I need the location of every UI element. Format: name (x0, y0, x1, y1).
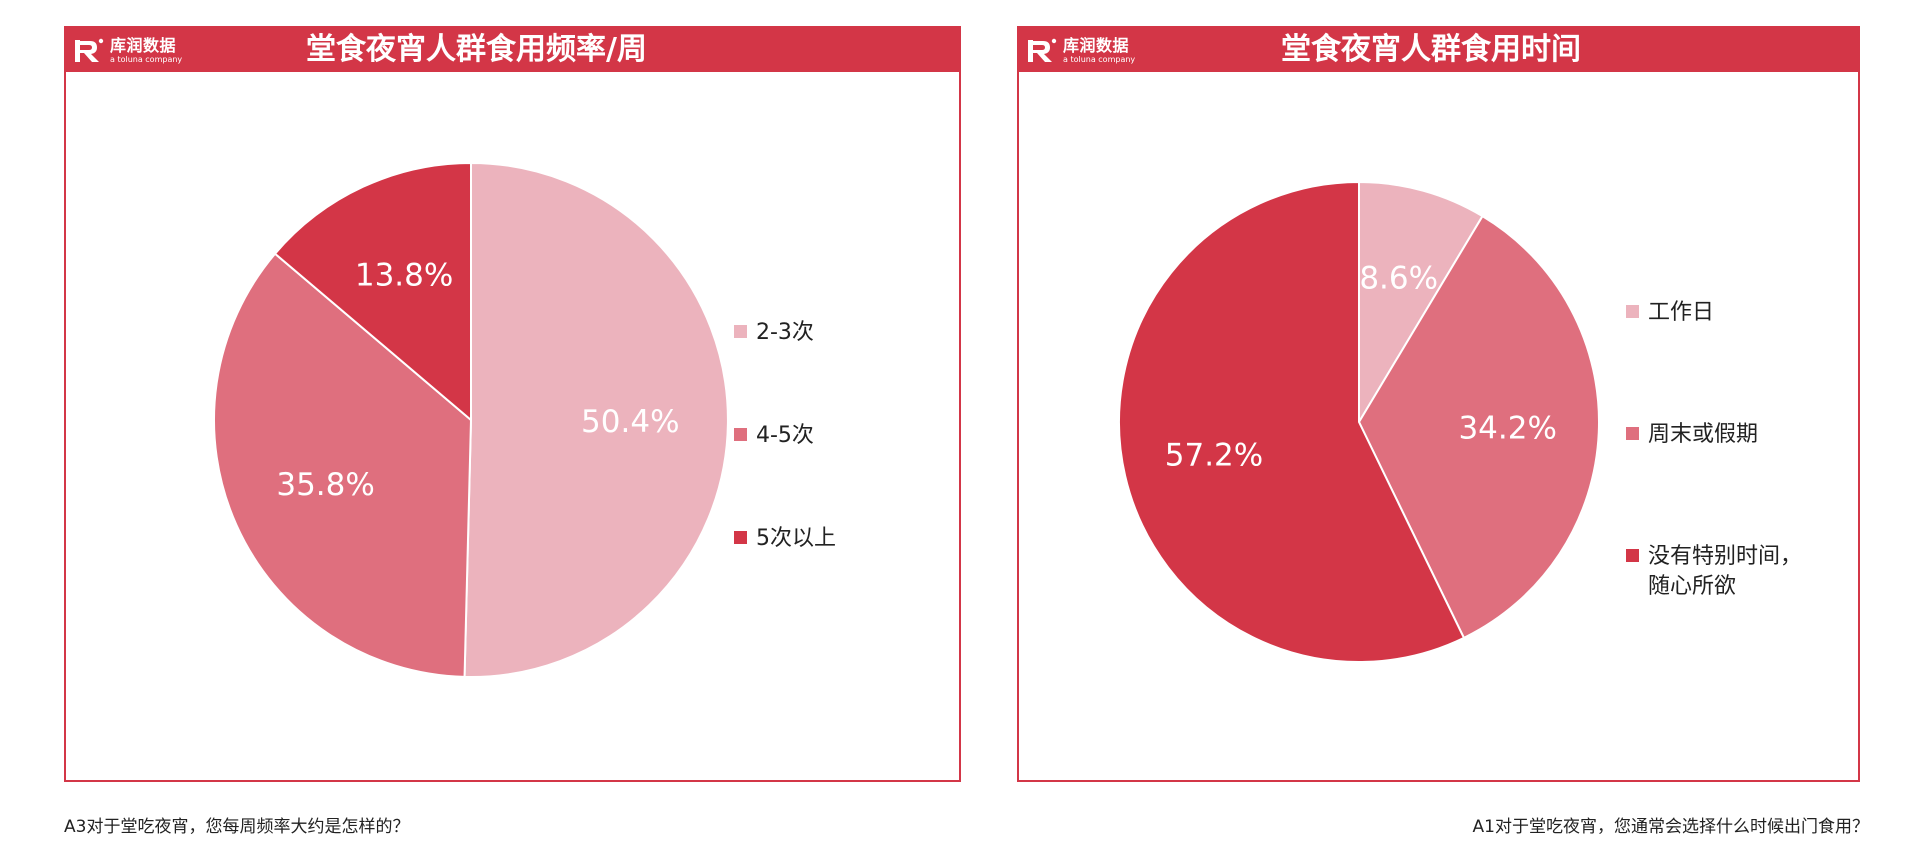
data-label-2: 34.2% (1458, 411, 1556, 447)
pie-chart-frequency: 50.4% 35.8% 13.8% (213, 161, 729, 678)
brand-logo-icon (75, 38, 104, 62)
legend-item-2: 4-5次 (734, 421, 814, 451)
legend-swatch (1626, 427, 1639, 440)
brand-logo-icon (1028, 38, 1057, 62)
pie-slice-2 (1357, 214, 1600, 640)
legend-label: 5次以上 (756, 526, 836, 551)
legend-label: 4-5次 (756, 423, 814, 448)
chart-panel-frequency: 库润数据 a toluna company 堂食夜宵人群食用频率/周 50.4%… (64, 26, 961, 782)
legend-label: 2-3次 (756, 320, 814, 345)
data-label-1: 8.6% (1359, 261, 1438, 297)
legend-item-3: 没有特别时间， 随心所欲 (1626, 542, 1802, 602)
brand-name: 库润数据 (1063, 36, 1130, 55)
chart-title: 堂食夜宵人群食用时间 (1281, 32, 1581, 67)
pie-slice-3 (1118, 180, 1466, 663)
brand-tagline: a toluna company (110, 55, 183, 64)
footnote-time-question: A1对于堂吃夜宵，您通常会选择什么时候出门食用？ (1472, 817, 1869, 837)
legend-item-1: 工作日 (1626, 298, 1714, 328)
data-label-3: 57.2% (1165, 437, 1263, 473)
data-label-2: 35.8% (276, 467, 374, 503)
pie-slice-1 (463, 161, 729, 678)
pie-slice-1 (1358, 180, 1484, 426)
brand-tagline: a toluna company (1063, 55, 1136, 64)
legend-item-2: 周末或假期 (1626, 420, 1758, 450)
chart-title: 堂食夜宵人群食用频率/周 (306, 32, 647, 67)
brand-logo: 库润数据 a toluna company (1025, 34, 1135, 68)
legend-label: 工作日 (1648, 300, 1715, 325)
footnote-frequency-question: A3对于堂吃夜宵，您每周频率大约是怎样的？ (64, 817, 410, 837)
data-label-3: 13.8% (355, 257, 453, 293)
data-label-1: 50.4% (581, 404, 679, 440)
legend-swatch (734, 325, 747, 338)
legend-swatch (734, 531, 747, 544)
legend-item-3: 5次以上 (734, 524, 836, 554)
brand-name: 库润数据 (110, 36, 177, 55)
legend-item-1: 2-3次 (734, 318, 814, 348)
legend-swatch (1626, 549, 1639, 562)
pie-slice-2 (213, 252, 473, 678)
legend-swatch (1626, 305, 1639, 318)
pie-chart-time: 8.6% 34.2% 57.2% (1118, 180, 1600, 663)
chart-panel-time: 库润数据 a toluna company 堂食夜宵人群食用时间 8.6% 34.… (1017, 26, 1860, 782)
legend-label: 周末或假期 (1648, 422, 1759, 447)
brand-logo: 库润数据 a toluna company (72, 34, 182, 68)
panel-header: 库润数据 a toluna company 堂食夜宵人群食用时间 (1019, 28, 1858, 72)
pie-slice-3 (273, 161, 472, 423)
legend-label: 没有特别时间， 随心所欲 (1648, 544, 1803, 599)
panel-header: 库润数据 a toluna company 堂食夜宵人群食用频率/周 (66, 28, 959, 72)
legend-swatch (734, 428, 747, 441)
